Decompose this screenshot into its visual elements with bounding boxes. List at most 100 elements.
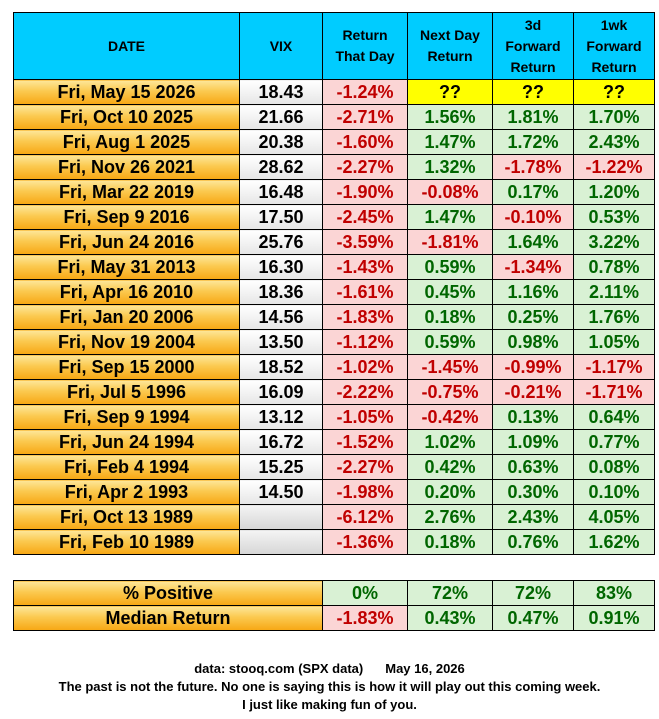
return-that-day-cell: -1.43% [322,254,408,280]
vix-cell: 16.30 [239,254,323,280]
table-row: Fri, Apr 2 1993 14.50 -1.98% 0.20% 0.30% 0.10… [13,479,655,505]
summary-next-day-return: 72% [407,580,494,606]
next-day-return-cell: 0.42% [407,454,493,480]
table-row: Fri, Nov 19 2004 13.50 -1.12% 0.59% 0.98% 1.0… [13,329,655,355]
next-day-return-cell: 0.59% [407,329,493,355]
vix-cell: 14.56 [239,304,323,330]
return-that-day-cell: -2.45% [322,204,408,230]
vix-cell: 14.50 [239,479,323,505]
3d-forward-return-cell: 1.81% [492,104,574,130]
return-that-day-cell: -1.36% [322,529,408,555]
return-that-day-cell: -1.52% [322,429,408,455]
summary-next-day-return: 0.43% [407,605,494,631]
vix-cell: 18.52 [239,354,323,380]
returns-table: DATE VIX Return That Day Next Day Return 3… [13,12,655,555]
table-row: Fri, Mar 22 2019 16.48 -1.90% -0.08% 0.17% 1.… [13,179,655,205]
3d-forward-return-cell: 1.64% [492,229,574,255]
1wk-forward-return-cell: 0.64% [573,404,655,430]
summary-3d-forward-return: 0.47% [492,605,575,631]
1wk-forward-return-cell: 1.70% [573,104,655,130]
summary-label: % Positive [12,580,324,606]
summary-3d-forward-return: 72% [492,580,575,606]
date-cell: Fri, Apr 16 2010 [13,279,240,305]
1wk-forward-return-cell: 0.78% [573,254,655,280]
summary-label: Median Return [12,605,324,631]
data-source: data: stooq.com (SPX data) [194,661,364,676]
header-date: DATE [13,12,240,80]
header-vix: VIX [239,12,323,80]
table-row: Fri, May 15 2026 18.43 -1.24%?????? [13,79,655,105]
3d-forward-return-cell: 0.13% [492,404,574,430]
return-that-day-cell: -1.61% [322,279,408,305]
return-that-day-cell: -1.02% [322,354,408,380]
date-cell: Fri, May 15 2026 [13,79,240,105]
3d-forward-return-cell: 0.63% [492,454,574,480]
1wk-forward-return-cell: 1.62% [573,529,655,555]
vix-cell: 16.09 [239,379,323,405]
return-that-day-cell: -1.98% [322,479,408,505]
summary-row: Median Return -1.83% 0.43% 0.47% 0.91% [12,605,656,631]
1wk-forward-return-cell: -1.22% [573,154,655,180]
header-3d-forward-return: 3d Forward Return [492,12,574,80]
3d-forward-return-cell: -1.34% [492,254,574,280]
3d-forward-return-cell: 1.72% [492,129,574,155]
vix-cell: 18.43 [239,79,323,105]
vix-cell: 18.36 [239,279,323,305]
next-day-return-cell: 0.59% [407,254,493,280]
3d-forward-return-cell: 0.25% [492,304,574,330]
vix-cell: 17.50 [239,204,323,230]
table-row: Fri, Oct 13 1989 -6.12% 2.76% 2.43% 4.05% [13,504,655,530]
1wk-forward-return-cell: ?? [573,79,655,105]
1wk-forward-return-cell: 2.11% [573,279,655,305]
date-cell: Fri, Mar 22 2019 [13,179,240,205]
vix-cell: 16.48 [239,179,323,205]
table-row: Fri, May 31 2013 16.30 -1.43% 0.59% -1.34% 0.… [13,254,655,280]
footer: data: stooq.com (SPX data) May 16, 2026 T… [0,660,659,714]
disclaimer: The past is not the future. No one is sa… [58,679,601,694]
vix-cell: 13.12 [239,404,323,430]
vix-cell: 21.66 [239,104,323,130]
3d-forward-return-cell: ?? [492,79,574,105]
date-cell: Fri, Sep 15 2000 [13,354,240,380]
vix-cell [239,529,323,555]
3d-forward-return-cell: 0.98% [492,329,574,355]
table-body: Fri, May 15 2026 18.43 -1.24%?????? Fri, Oc… [13,79,655,555]
3d-forward-return-cell: -1.78% [492,154,574,180]
1wk-forward-return-cell: 1.20% [573,179,655,205]
return-that-day-cell: -2.27% [322,454,408,480]
return-that-day-cell: -1.05% [322,404,408,430]
return-that-day-cell: -1.24% [322,79,408,105]
header-return-that-day: Return That Day [322,12,408,80]
next-day-return-cell: -0.75% [407,379,493,405]
next-day-return-cell: 2.76% [407,504,493,530]
date-cell: Fri, Nov 19 2004 [13,329,240,355]
1wk-forward-return-cell: 4.05% [573,504,655,530]
table-row: Fri, Feb 4 1994 15.25 -2.27% 0.42% 0.63% 0.08… [13,454,655,480]
date-cell: Fri, Feb 4 1994 [13,454,240,480]
summary-1wk-forward-return: 0.91% [573,605,656,631]
table-row: Fri, Nov 26 2021 28.62 -2.27% 1.32% -1.78% -1… [13,154,655,180]
return-that-day-cell: -1.12% [322,329,408,355]
table-row: Fri, Oct 10 2025 21.66 -2.71% 1.56% 1.81% 1.7… [13,104,655,130]
table-row: Fri, Jun 24 1994 16.72 -1.52% 1.02% 1.09% 0.7… [13,429,655,455]
footer-source-line: data: stooq.com (SPX data) May 16, 2026 [0,660,659,678]
vix-cell: 20.38 [239,129,323,155]
date-cell: Fri, Jul 5 1996 [13,379,240,405]
return-that-day-cell: -2.71% [322,104,408,130]
vix-cell: 25.76 [239,229,323,255]
header-next-day-return: Next Day Return [407,12,493,80]
date-cell: Fri, Jan 20 2006 [13,304,240,330]
return-that-day-cell: -1.60% [322,129,408,155]
return-that-day-cell: -3.59% [322,229,408,255]
next-day-return-cell: 0.45% [407,279,493,305]
next-day-return-cell: ?? [407,79,493,105]
1wk-forward-return-cell: 0.08% [573,454,655,480]
next-day-return-cell: 1.32% [407,154,493,180]
1wk-forward-return-cell: 0.77% [573,429,655,455]
table-row: Fri, Feb 10 1989 -1.36% 0.18% 0.76% 1.62% [13,529,655,555]
next-day-return-cell: 1.02% [407,429,493,455]
return-that-day-cell: -2.22% [322,379,408,405]
next-day-return-cell: 0.20% [407,479,493,505]
joke-line: I just like making fun of you. [242,697,417,712]
next-day-return-cell: -0.08% [407,179,493,205]
